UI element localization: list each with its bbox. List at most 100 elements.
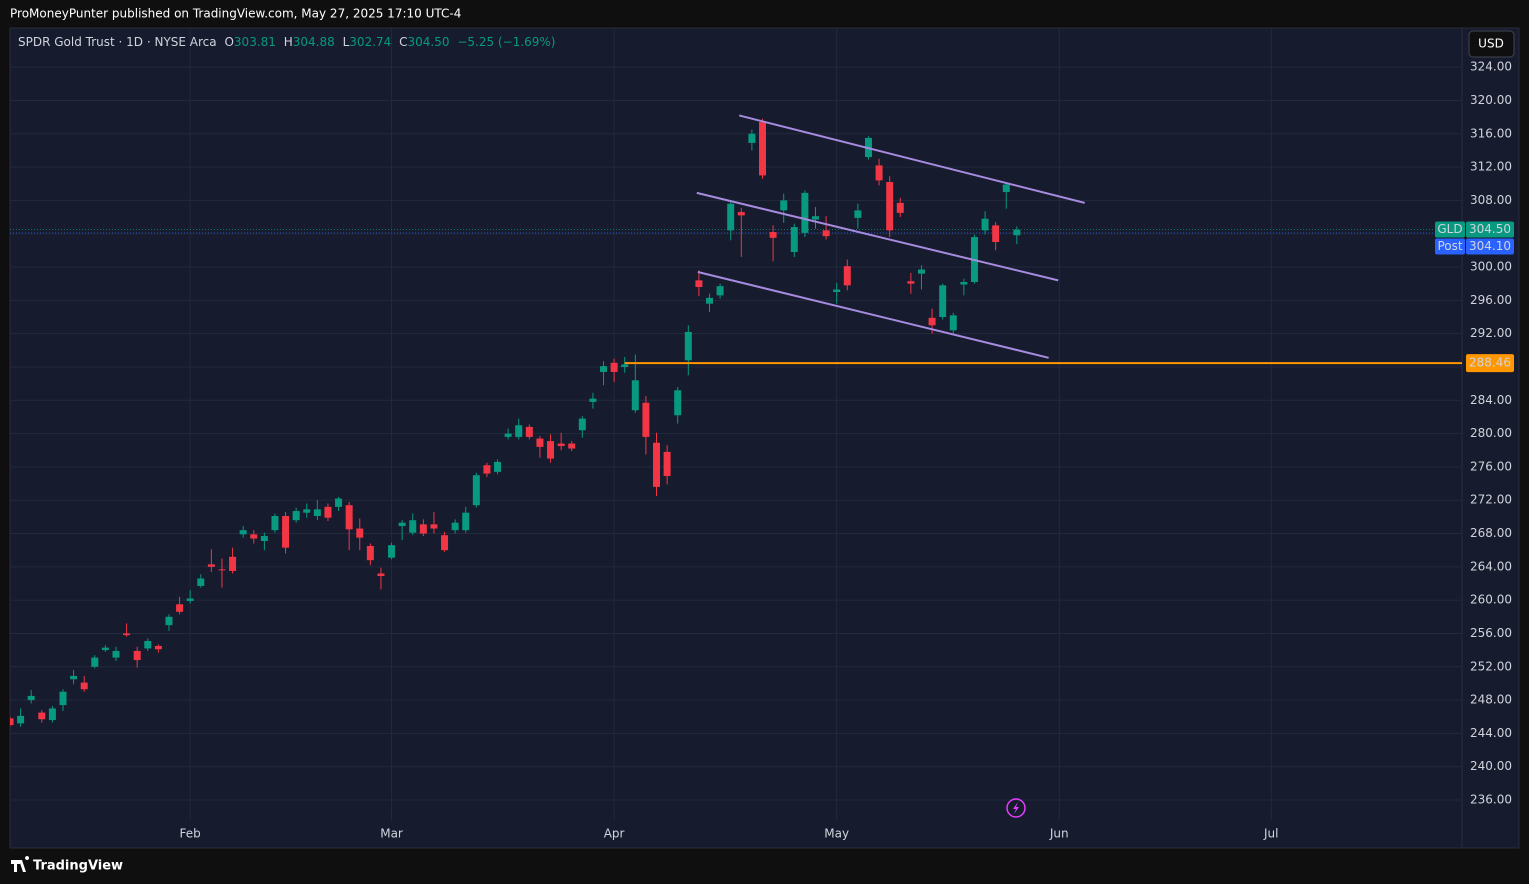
plot xyxy=(10,114,1462,727)
y-tick-label: 240.00 xyxy=(1470,759,1512,773)
hline-tag-label: 288.46 xyxy=(1469,356,1511,370)
candle-body xyxy=(144,640,152,649)
candle-body xyxy=(811,216,819,220)
trend-line xyxy=(696,191,1059,282)
candle-body xyxy=(48,708,56,721)
x-tick-label: Apr xyxy=(604,827,625,841)
candle-body xyxy=(674,390,682,416)
candle-body xyxy=(430,524,438,529)
candle-body xyxy=(17,715,25,724)
candle-body xyxy=(822,230,830,237)
change: −5.25 (−1.69%) xyxy=(457,35,555,49)
c-letter: C xyxy=(399,35,407,49)
candle-body xyxy=(1002,184,1010,193)
candle-body xyxy=(335,498,343,507)
candle-body xyxy=(907,281,915,284)
candle-body xyxy=(207,564,215,567)
candle-body xyxy=(154,645,162,650)
price-tag-name-bg xyxy=(1435,221,1465,238)
y-tick-label: 260.00 xyxy=(1470,593,1512,607)
h-letter: H xyxy=(284,35,293,49)
candle-body xyxy=(70,675,78,680)
candle-body xyxy=(515,425,523,437)
candle-body xyxy=(547,441,555,459)
y-tick-label: 244.00 xyxy=(1470,726,1512,740)
candle-body xyxy=(271,516,279,531)
candle-body xyxy=(345,505,353,530)
x-tick-label: Mar xyxy=(380,827,403,841)
candle-body xyxy=(663,451,671,477)
candle-body xyxy=(600,366,608,372)
trend-line xyxy=(697,271,1049,359)
candle-body xyxy=(409,520,417,533)
currency[interactable]: USD xyxy=(1478,37,1504,51)
candle-body xyxy=(176,604,184,612)
candle-body xyxy=(917,269,925,274)
candle-body xyxy=(91,657,99,667)
x-tick-label: Jul xyxy=(1263,827,1278,841)
y-tick-label: 312.00 xyxy=(1470,160,1512,174)
currency-button[interactable] xyxy=(1468,30,1515,58)
candle-body xyxy=(854,210,862,218)
hline-tag xyxy=(1466,354,1514,373)
candle-body xyxy=(684,331,692,361)
candle-body xyxy=(377,573,385,576)
candle-body xyxy=(716,286,724,296)
candle-body xyxy=(748,133,756,143)
price-tag-name-bg xyxy=(1435,238,1465,255)
candle-body xyxy=(441,535,449,551)
candle-body xyxy=(282,516,290,548)
publisher: ProMoneyPunter published on TradingView.… xyxy=(10,7,461,21)
y-tick-label: 300.00 xyxy=(1470,260,1512,274)
candle-body xyxy=(197,578,205,586)
candle-body xyxy=(536,438,544,447)
price-tag-name: Post xyxy=(1437,239,1462,253)
y-tick-label: 276.00 xyxy=(1470,459,1512,473)
candle-body xyxy=(239,530,247,535)
candle-body xyxy=(419,524,427,534)
candle-body xyxy=(59,691,67,706)
candle-body xyxy=(80,682,88,690)
candle-body xyxy=(769,232,777,238)
candle-body xyxy=(589,398,597,402)
candle-body xyxy=(229,556,237,571)
grid xyxy=(10,28,1462,820)
y-tick-label: 268.00 xyxy=(1470,526,1512,540)
candle-body xyxy=(706,297,714,304)
candle-body xyxy=(631,380,639,411)
y-tick-label: 296.00 xyxy=(1470,293,1512,307)
candle-body xyxy=(356,528,364,538)
candle-body xyxy=(642,402,650,437)
close-value: 304.50 xyxy=(408,35,450,49)
y-tick-label: 248.00 xyxy=(1470,693,1512,707)
candle-body xyxy=(875,165,883,181)
candle-body xyxy=(462,512,470,531)
y-tick-label: 280.00 xyxy=(1470,426,1512,440)
icon-bolt[interactable] xyxy=(1013,802,1019,814)
candle-body xyxy=(653,442,661,487)
icon-circle[interactable] xyxy=(1006,798,1026,818)
candle-body xyxy=(737,212,745,216)
axes: 236.00 240.00 244.00 248.00 252.00 256.00 260.… xyxy=(180,60,1514,841)
legend: SPDR Gold Trust · 1D · NYSE Arca O303.81… xyxy=(18,35,555,49)
y-tick-label: 252.00 xyxy=(1470,659,1512,673)
low-value: 302.74 xyxy=(349,35,391,49)
y-tick-label: 316.00 xyxy=(1470,126,1512,140)
candle-body xyxy=(610,362,618,372)
candle-body xyxy=(186,598,194,601)
candle-body xyxy=(578,418,586,431)
l-letter: L xyxy=(343,35,350,49)
candle-body xyxy=(133,650,141,661)
y-tick-label: 308.00 xyxy=(1470,193,1512,207)
y-tick-label: 320.00 xyxy=(1470,93,1512,107)
candle-body xyxy=(483,465,491,474)
candle-body xyxy=(101,647,109,651)
candle-body xyxy=(366,546,374,561)
lightning-icon[interactable] xyxy=(1006,798,1026,818)
price-tag-label: 304.10 xyxy=(1469,239,1511,253)
candle-body xyxy=(38,712,46,720)
candle-body xyxy=(780,200,788,211)
candle-body xyxy=(1013,229,1021,236)
x-tick-label: Feb xyxy=(180,827,201,841)
